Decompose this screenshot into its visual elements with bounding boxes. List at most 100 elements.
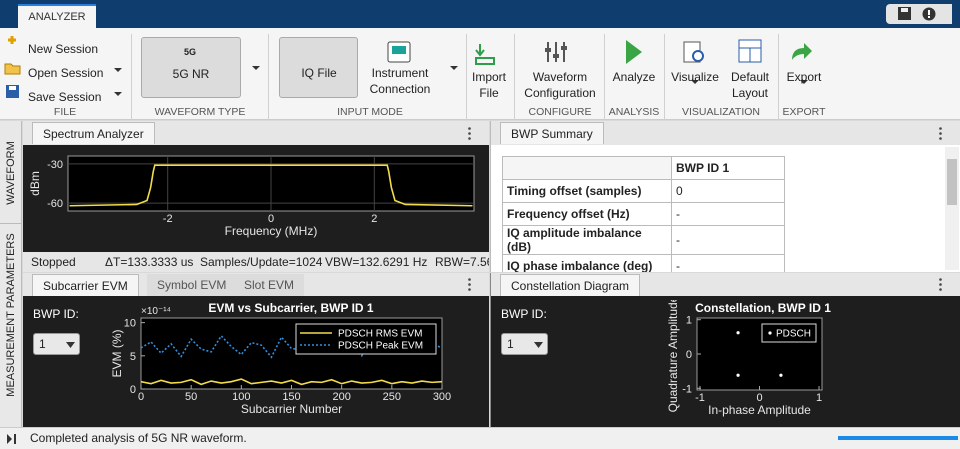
panel-menu[interactable] (468, 278, 471, 291)
legend-box (295, 323, 437, 355)
x-tick-label: 100 (232, 391, 250, 403)
y-tick-label: 5 (130, 351, 136, 363)
dropdown-value: 1 (39, 337, 46, 351)
table-value: 0 (671, 179, 785, 203)
legend-swatch (768, 331, 772, 335)
default-layout-button[interactable]: Default Layout (730, 70, 770, 100)
quick-access (886, 4, 952, 24)
x-tick-label: -1 (695, 392, 705, 404)
table-value: - (671, 254, 785, 272)
bwp-table: BWP ID 1 Timing offset (samples) 0 Frequen… (502, 156, 785, 272)
panel-menu[interactable] (939, 127, 942, 140)
legend-label: PDSCH (776, 329, 811, 340)
status-bar: Completed analysis of 5G NR waveform. (0, 427, 960, 449)
panel-tab[interactable]: BWP Summary (500, 122, 604, 144)
bwp-label: BWP ID: (33, 307, 79, 321)
group-label: ANALYSIS (608, 106, 660, 118)
quick-icons (898, 7, 936, 21)
instrument-connection-button[interactable]: Instrument Connection (369, 66, 431, 96)
panel-tab[interactable]: Slot EVM (234, 274, 305, 296)
y-tick-label: 10 (124, 318, 136, 330)
waveform-type-button[interactable] (141, 37, 241, 98)
side-tab[interactable]: WAVEFORM (5, 141, 17, 205)
iq-file-button[interactable] (279, 37, 358, 98)
x-axis-label: Subcarrier Number (241, 402, 342, 416)
open-session[interactable]: Open Session (28, 66, 104, 80)
status-text: VBW=132.6291 Hz (325, 255, 428, 269)
x-axis-label: In-phase Amplitude (708, 403, 811, 417)
x-axis-label: Frequency (MHz) (225, 224, 318, 238)
status-text: RBW=7.56 (435, 255, 489, 269)
axis-exponent: ×10⁻¹⁴ (141, 306, 171, 317)
analyze-button[interactable]: Analyze (612, 70, 656, 84)
y-axis-label: EVM (%) (110, 329, 124, 377)
progress-bar (838, 436, 958, 440)
status-text: Stopped (31, 255, 76, 269)
data-point (779, 373, 783, 377)
new-session[interactable]: New Session (28, 42, 99, 56)
x-tick-label: -2 (163, 213, 173, 225)
bwp-dropdown[interactable]: 1 (33, 333, 80, 355)
panel-tab[interactable]: Spectrum Analyzer (32, 122, 155, 144)
spectrum-status: Stopped ΔT=133.3333 us Samples/Update=10… (23, 252, 489, 272)
data-point (736, 331, 740, 335)
group-label: VISUALIZATION (682, 106, 760, 118)
x-tick-label: 2 (371, 213, 377, 225)
title-bar (0, 0, 960, 28)
table-row: IQ phase imbalance (deg) - (502, 254, 785, 272)
button-label: IQ File (301, 66, 337, 80)
bwp-label: BWP ID: (501, 307, 547, 321)
x-tick-label: 1 (816, 392, 822, 404)
expand-icon[interactable] (5, 433, 17, 445)
waveform-configuration-button[interactable]: Waveform Configuration (524, 70, 596, 100)
icon-label: 5G (183, 47, 196, 57)
status-text: ΔT=133.3333 us (105, 255, 194, 269)
y-tick-label: -1 (682, 383, 692, 395)
x-tick-label: 200 (332, 391, 350, 403)
toolstrip: New Session Open Session Save Session FI… (0, 28, 960, 120)
spectrum-chart: -2 0 2 -60 -30 Frequency (MHz) dBm (28, 155, 475, 238)
panel-tab[interactable]: Constellation Diagram (500, 274, 641, 296)
side-tab[interactable]: MEASUREMENT PARAMETERS (5, 233, 17, 397)
export-button[interactable]: Export (786, 70, 822, 84)
table-row: Frequency offset (Hz) - (502, 202, 785, 226)
tab[interactable]: ANALYZER (18, 4, 96, 28)
status-text: Samples/Update=1024 (200, 255, 323, 269)
table-label: Frequency offset (Hz) (502, 202, 672, 226)
x-tick-label: 300 (433, 391, 451, 403)
save-session[interactable]: Save Session (28, 90, 102, 104)
y-tick-label: 1 (686, 315, 692, 327)
table-row: IQ amplitude imbalance (dB) - (502, 225, 785, 255)
table-header: BWP ID 1 (671, 156, 785, 180)
chart-title: EVM vs Subcarrier, BWP ID 1 (208, 301, 374, 315)
bwp-summary-panel: BWP Summary BWP ID 1 Timing offset (samp… (490, 121, 960, 272)
panel-menu[interactable] (939, 278, 942, 291)
x-tick-label: 0 (756, 392, 762, 404)
group-label: EXPORT (782, 106, 826, 118)
status-message: Completed analysis of 5G NR waveform. (30, 431, 247, 445)
x-tick-label: 0 (268, 213, 274, 225)
y-tick-label: -60 (47, 198, 63, 210)
scrollbar[interactable] (945, 147, 959, 270)
evm-chart: 0 50 100 150 200 250 300 0 5 10 EVM vs Subcarrier,… (110, 301, 451, 416)
x-tick-label: 0 (138, 391, 144, 403)
file-menu: New Session Open Session Save Session (28, 37, 103, 109)
chart-title: Constellation, BWP ID 1 (695, 301, 831, 315)
bwp-dropdown[interactable]: 1 (501, 333, 548, 355)
visualize-button[interactable]: Visualize (671, 70, 719, 84)
evm-panel: Subcarrier EVM Symbol EVM Slot EVM BWP I… (23, 273, 489, 427)
legend-box (761, 323, 817, 343)
data-line (69, 164, 473, 207)
constellation-panel: Constellation Diagram BWP ID: 1 -1 0 1 -1 0 1… (490, 273, 960, 427)
y-tick-label: 0 (686, 349, 692, 361)
group-label: INPUT MODE (337, 106, 403, 118)
table-value: - (671, 202, 785, 226)
legend-label: PDSCH RMS EVM (338, 329, 422, 340)
import-file-button[interactable]: Import File (471, 70, 506, 100)
group-label: CONFIGURE (528, 106, 592, 118)
panel-tab[interactable]: Subcarrier EVM (32, 274, 139, 296)
panel-menu[interactable] (468, 127, 471, 140)
panel-tab[interactable]: Symbol EVM (147, 274, 237, 296)
group-label: WAVEFORM TYPE (154, 106, 246, 118)
